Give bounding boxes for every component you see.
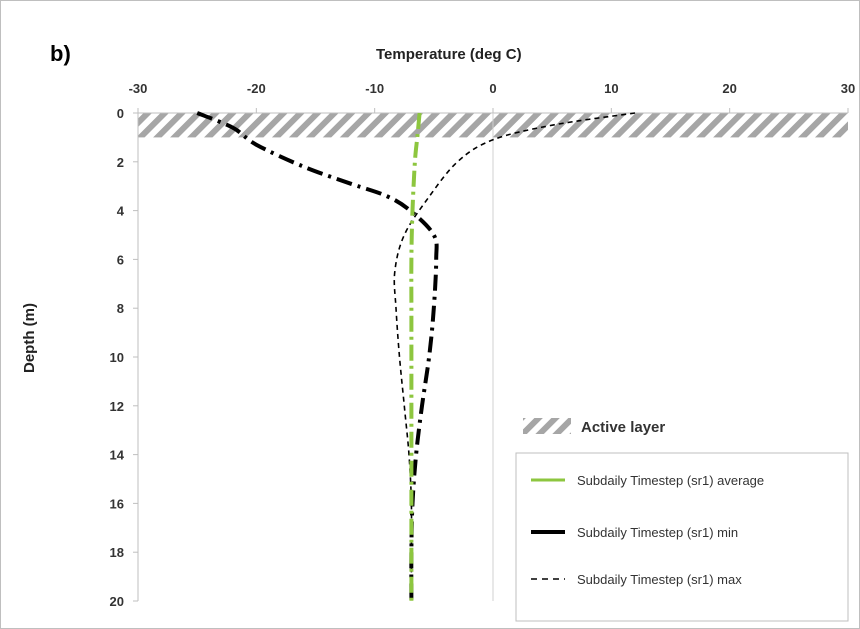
y-tick-label: 0 bbox=[117, 106, 124, 121]
y-tick-label: 16 bbox=[110, 496, 124, 511]
y-tick-label: 12 bbox=[110, 399, 124, 414]
y-tick-label: 4 bbox=[117, 204, 125, 219]
x-tick-label: 10 bbox=[604, 81, 618, 96]
x-tick-label: -30 bbox=[129, 81, 148, 96]
series-min-line bbox=[196, 111, 439, 602]
y-tick-label: 18 bbox=[110, 545, 124, 560]
x-tick-label: 0 bbox=[489, 81, 496, 96]
chart-title: Temperature (deg C) bbox=[376, 46, 522, 63]
panel-label: b) bbox=[50, 41, 71, 66]
y-tick-label: 20 bbox=[110, 594, 124, 609]
y-tick-label: 14 bbox=[110, 448, 125, 463]
series-average-line bbox=[409, 112, 422, 601]
x-tick-label: 20 bbox=[722, 81, 736, 96]
y-tick-label: 6 bbox=[117, 252, 124, 267]
y-tick-label: 2 bbox=[117, 155, 124, 170]
series-max-line bbox=[393, 112, 636, 601]
y-tick-label: 10 bbox=[110, 350, 124, 365]
x-tick-label: -20 bbox=[247, 81, 266, 96]
y-tick-label: 8 bbox=[117, 301, 124, 316]
x-tick-label: -10 bbox=[365, 81, 384, 96]
x-tick-label: 30 bbox=[841, 81, 855, 96]
